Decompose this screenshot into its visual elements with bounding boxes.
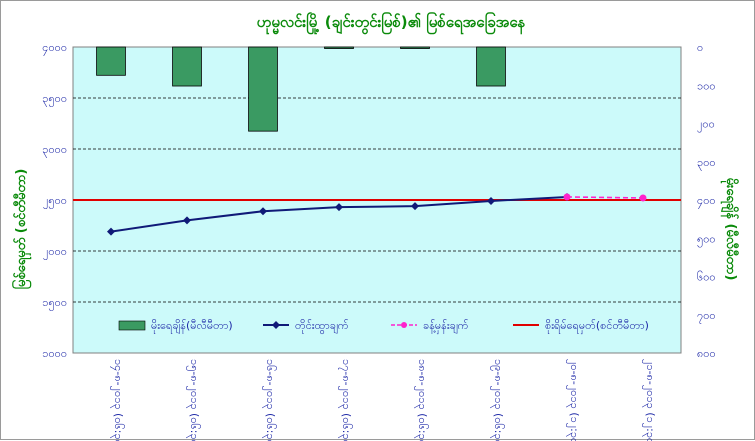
y-tick-label: ၃၅၀၀ — [42, 92, 67, 107]
y-tick-label: ၃၀၀၀ — [42, 143, 67, 158]
chart-title: ဟုမ္မလင်းမြို့ (ချင်းတွင်းမြစ်)၏ မြစ်ရေအ… — [257, 11, 526, 35]
legend-label: တိုင်းထွာချက် — [295, 319, 349, 334]
x-tick-label: ၁၈-၈-၂၀၁၃ (၀၆:၃၀) — [414, 359, 429, 441]
observed-point — [411, 202, 419, 211]
forecast-line — [566, 196, 644, 199]
legend-label: ခန့်မှန်းချက် — [423, 319, 469, 334]
legend-swatch-rainfall — [118, 320, 146, 331]
y-tick-label: ၂၅၀၀ — [43, 194, 67, 209]
x-tick-label: ၁၅-၈-၂၀၁၃ (၀၆:၃၀) — [186, 359, 201, 441]
forecast-point — [563, 193, 571, 201]
y2-tick-label: ၂၀၀ — [697, 118, 715, 133]
x-tick-label: ၁၉-၈-၂၀၁၃ (၀၆:၃၀) — [490, 359, 505, 441]
observed-point — [487, 197, 495, 206]
observed-point — [107, 227, 115, 236]
y2-tick-label: ၃၀၀ — [697, 156, 716, 171]
x-tick-label: ၁၄-၈-၂၀၁၃ (၀၆:၃၀) — [110, 359, 125, 441]
y2-tick-label: ၆၀၀ — [697, 271, 716, 284]
observed-point — [259, 207, 267, 216]
rainfall-bar — [172, 46, 202, 87]
legend-marker-observed — [272, 321, 280, 329]
x-tick-label: ၂၁-၈-၂၀၁၃ (၁၂:၃၀) — [642, 359, 657, 441]
y2-tick-label: ၄၀၀ — [697, 194, 716, 209]
y2-tick-label: ၁၀၀ — [697, 79, 716, 92]
y-tick-label: ၁၀၀၀ — [42, 347, 67, 360]
y2-tick-label: ၇၀၀ — [697, 309, 716, 324]
legend-label: မိုးရေချိန်(မီလီမီတာ) — [151, 319, 233, 334]
y-tick-label: ၂၀၀၀ — [43, 245, 67, 260]
legend-marker-forecast — [401, 322, 407, 328]
x-tick-label: ၂၀-၈-၂၀၁၃ (၁၂:၃၀) — [566, 359, 581, 441]
y2-tick-label: ၀ — [697, 41, 703, 54]
rainfall-bar — [324, 46, 354, 49]
rainfall-bar — [400, 46, 430, 49]
y2-tick-label: ၅၀၀ — [697, 232, 716, 247]
observed-point — [183, 216, 191, 225]
y-tick-label: ၄၀၀၀ — [42, 41, 67, 56]
rainfall-bar — [248, 46, 278, 132]
y2-axis-title: မိုးရေချိန် (မီလီမီတာ) — [720, 178, 740, 281]
forecast-point — [639, 194, 647, 202]
observed-point — [335, 203, 343, 212]
rainfall-bar — [476, 46, 506, 87]
x-tick-label: ၁၇-၈-၂၀၁၃ (၀၆:၃၀) — [338, 359, 353, 441]
rainfall-bar — [96, 46, 126, 76]
x-tick-label: ၁၆-၈-၂၀၁၃ (၀၆:၃၀) — [262, 359, 277, 441]
y-tick-label: ၁၅၀၀ — [42, 296, 67, 311]
y-axis-title: မြစ်ရေမှတ် (စင်တီမီတာ) — [11, 169, 32, 290]
y2-tick-label: ၈၀၀ — [697, 347, 716, 360]
legend-label: စိုးရိမ်ရေမှတ်(စင်တီမီတာ) — [545, 319, 649, 334]
